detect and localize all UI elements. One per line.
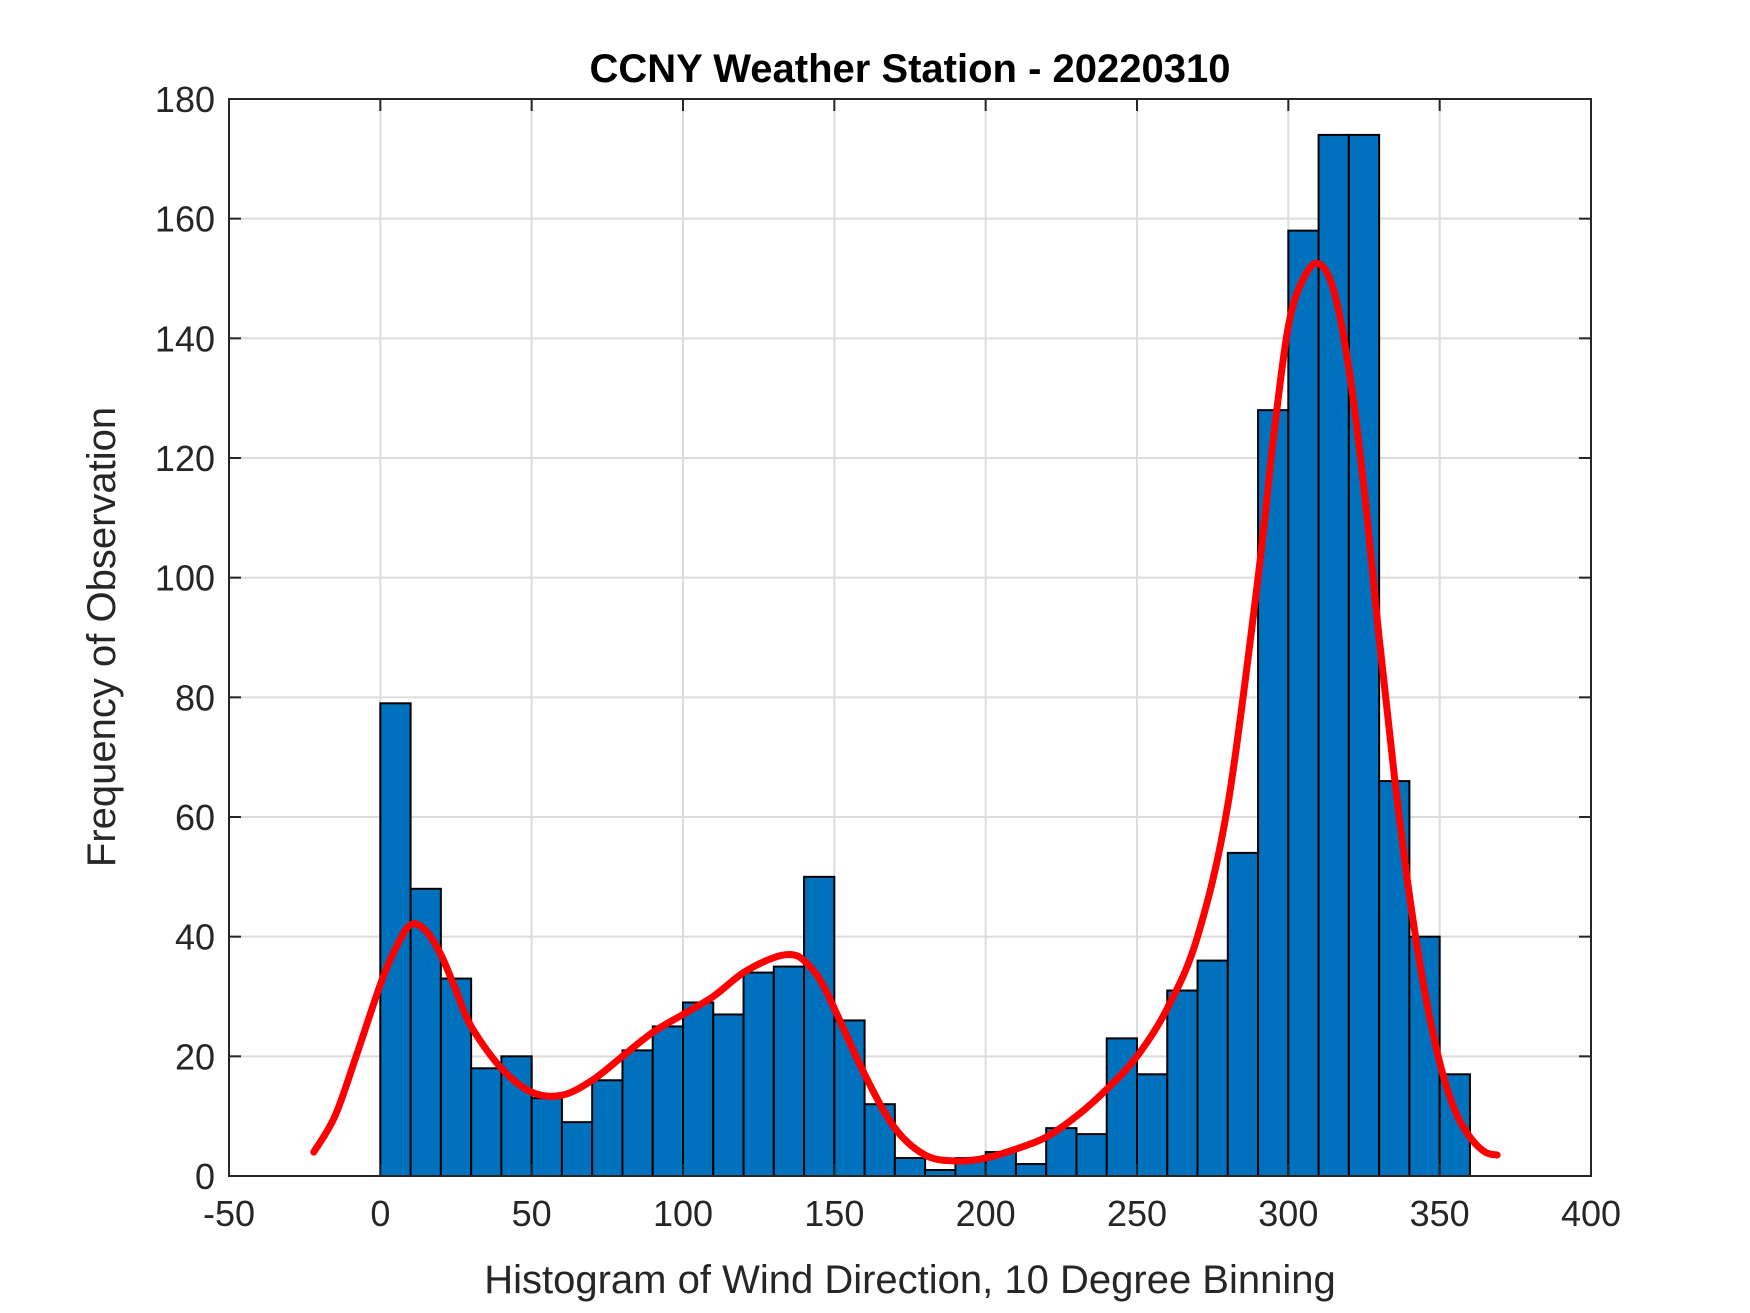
histogram-bar <box>1287 229 1320 1177</box>
histogram-bar <box>893 1157 927 1178</box>
y-tick-label: 20 <box>175 1036 215 1077</box>
histogram-bar <box>560 1121 594 1178</box>
histogram-bar <box>651 1025 685 1177</box>
histogram-bar <box>621 1049 654 1177</box>
y-tick-label: 80 <box>175 677 215 718</box>
y-tick-label: 40 <box>175 917 215 958</box>
histogram-bar <box>803 875 836 1177</box>
y-tick-label: 60 <box>175 797 215 838</box>
x-tick-labels: -50 0 50 100 150 200 250 300 350 400 <box>203 1193 1621 1234</box>
histogram-bar <box>1014 1163 1048 1177</box>
histogram-bar <box>379 702 412 1177</box>
y-tick-label: 100 <box>155 558 215 599</box>
histogram-bar <box>1166 989 1199 1177</box>
histogram-bar <box>1075 1133 1108 1178</box>
y-tick-labels: 0 20 40 60 80 100 120 140 160 180 <box>155 79 215 1197</box>
x-tick-label: 400 <box>1561 1193 1621 1234</box>
x-tick-label: 150 <box>804 1193 864 1234</box>
x-tick-label: 0 <box>370 1193 390 1234</box>
histogram-bar <box>1347 133 1381 1177</box>
y-tick-label: 0 <box>195 1156 215 1197</box>
histogram-bar <box>682 1001 715 1177</box>
histogram-bar <box>1136 1073 1169 1177</box>
chart-title: CCNY Weather Station - 20220310 <box>590 47 1231 91</box>
histogram-bar <box>742 971 775 1177</box>
x-tick-label: 250 <box>1107 1193 1167 1234</box>
x-tick-label: 350 <box>1410 1193 1470 1234</box>
histogram-bar <box>470 1067 503 1178</box>
x-tick-label: 300 <box>1258 1193 1318 1234</box>
density-curve-group <box>310 259 1501 1165</box>
x-tick-label: 100 <box>653 1193 713 1234</box>
y-tick-label: 140 <box>155 318 215 359</box>
histogram-bar <box>772 965 806 1177</box>
y-axis-label: Frequency of Observation <box>80 407 124 867</box>
histogram-bar <box>712 1013 745 1178</box>
y-tick-label: 180 <box>155 79 215 120</box>
histogram-bar <box>439 977 473 1177</box>
x-axis-label: Histogram of Wind Direction, 10 Degree B… <box>484 1258 1336 1302</box>
histogram-bar <box>530 1097 563 1178</box>
histogram-bar <box>591 1079 624 1178</box>
y-tick-label: 120 <box>155 438 215 479</box>
histogram-bar <box>1196 959 1229 1177</box>
axis-ticks <box>228 98 1592 1177</box>
y-tick-label: 160 <box>155 199 215 240</box>
x-tick-label: -50 <box>203 1193 255 1234</box>
histogram-bar <box>1226 851 1260 1178</box>
plot-frame <box>228 98 1592 1177</box>
x-tick-label: 200 <box>956 1193 1016 1234</box>
density-curve <box>310 259 1501 1165</box>
x-tick-label: 50 <box>512 1193 552 1234</box>
